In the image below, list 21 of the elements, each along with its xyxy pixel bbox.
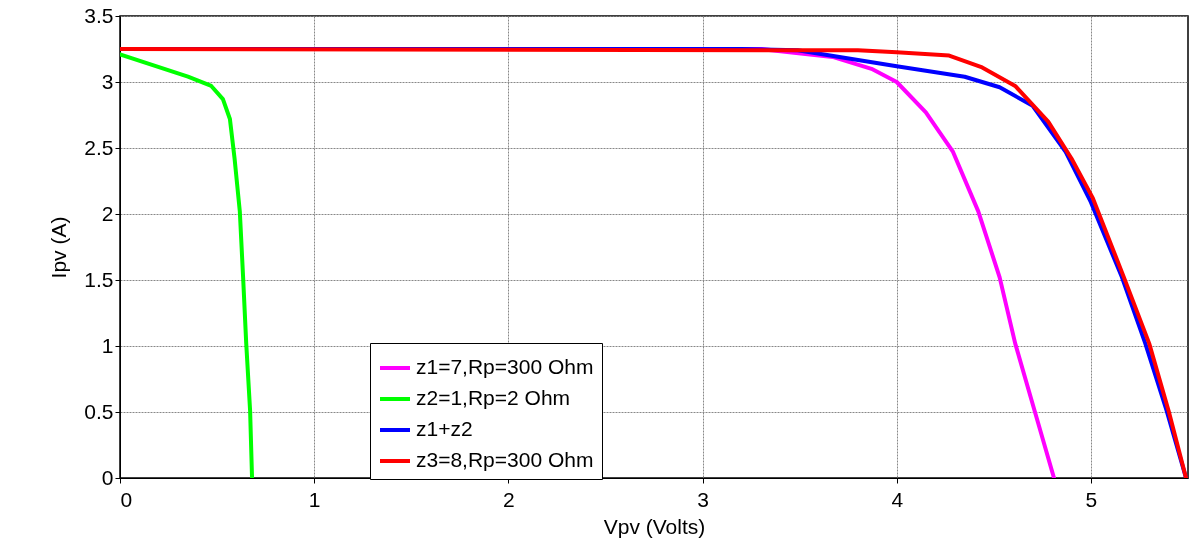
x-axis-title: Vpv (Volts) [603, 514, 706, 538]
x-tick-label: 2 [503, 487, 515, 511]
x-tick-label: 4 [891, 487, 904, 511]
y-tick-label: 3.5 [84, 3, 114, 27]
y-tick-label: 0 [101, 465, 114, 489]
x-tick-label: 5 [1085, 487, 1098, 511]
legend-label: z2=1,Rp=2 Ohm [416, 386, 571, 409]
y-tick-label: 1 [101, 333, 114, 357]
y-tick-label: 3 [101, 69, 114, 93]
legend-label: z1+z2 [416, 417, 473, 440]
x-tick-label: 3 [697, 487, 709, 511]
legend-label: z3=8,Rp=300 Ohm [416, 448, 594, 471]
y-axis-title: Ipv (A) [47, 216, 71, 279]
line-series [120, 52, 255, 478]
x-tick-label: 1 [308, 487, 321, 511]
legend-label: z1=7,Rp=300 Ohm [416, 355, 594, 378]
y-tick-label: 2 [101, 201, 114, 225]
y-tick-label: 2.5 [84, 135, 114, 159]
y-tick-label: 0.5 [84, 399, 114, 423]
x-tick-label: 0 [120, 487, 133, 511]
y-tick-label: 1.5 [84, 267, 114, 291]
